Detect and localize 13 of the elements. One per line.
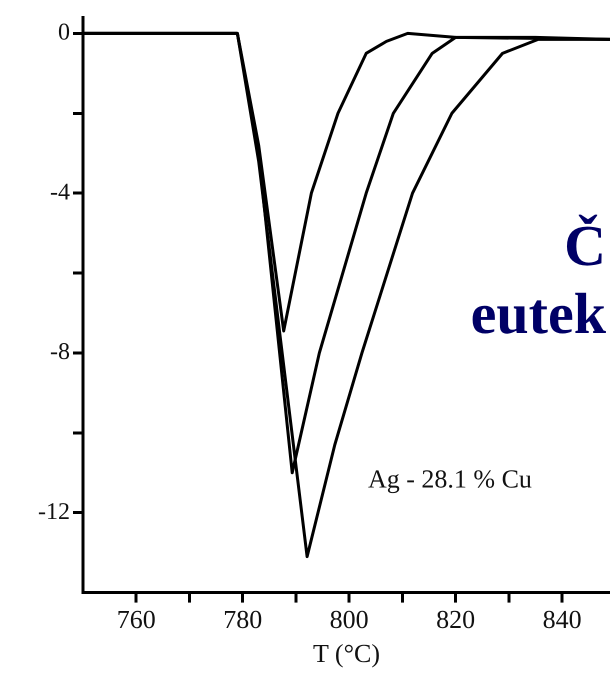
y-tick-label: -8	[50, 339, 70, 366]
x-tick-label: 820	[436, 605, 476, 634]
y-tick-label: -12	[38, 499, 70, 526]
x-tick-label: 780	[223, 605, 262, 634]
annotation: Č	[564, 213, 606, 278]
annotation: Ag - 28.1 % Cu	[368, 464, 532, 494]
y-tick-label: -4	[50, 179, 70, 206]
y-tick-label: 0	[58, 20, 70, 46]
x-tick-label: 760	[116, 605, 156, 634]
annotation: eutek	[470, 281, 607, 346]
x-tick-label: 800	[330, 605, 369, 634]
x-axis-title: T (°C)	[313, 639, 380, 668]
x-tick-label: 840	[542, 605, 582, 634]
